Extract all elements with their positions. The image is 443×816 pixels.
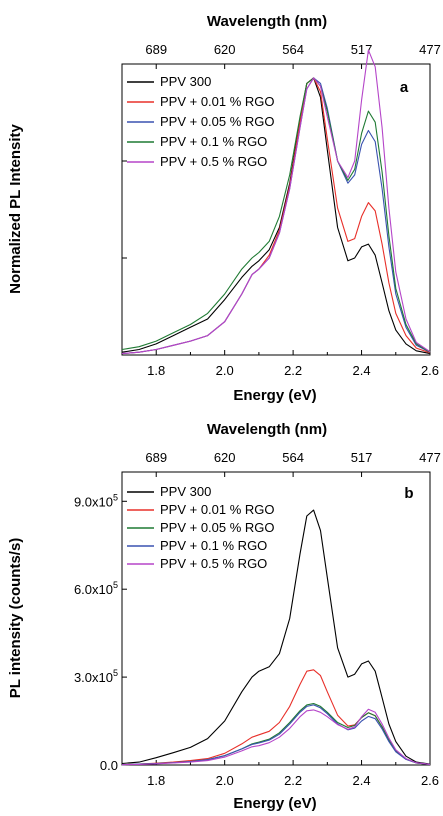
panel-a-x-tick-label: 2.6	[421, 363, 439, 378]
panel-b-series-line-1	[121, 509, 431, 765]
panel-a-x-tick-label: 1.8	[147, 363, 165, 378]
panel-b-series-lines	[121, 509, 431, 766]
panel-a-legend-label: PPV + 0.01 % RGO	[160, 94, 275, 109]
panel-a-x-tick-label: 2.2	[284, 363, 302, 378]
panel-b-y-tick-labels: 0.0 3.0x105 6.0x105 9.0x105	[74, 492, 118, 773]
panel-b-series-line-3	[121, 702, 431, 766]
panel-b-x-tick-label: 2.0	[216, 773, 234, 788]
panel-b-top-tick-label: 477	[419, 450, 441, 465]
panel-a-top-axis-label: Wavelength (nm)	[207, 13, 327, 30]
panel-a-label: a	[400, 79, 409, 96]
panel-b-top-tick-label: 689	[145, 450, 167, 465]
panel-b-legend-label: PPV + 0.1 % RGO	[160, 538, 267, 553]
panel-b-top-tick-label: 620	[214, 450, 236, 465]
panel-b-plot-frame	[121, 471, 431, 766]
panel-b-legend-label: PPV + 0.01 % RGO	[160, 502, 275, 517]
panel-b-legend-label: PPV 300	[160, 484, 211, 499]
panel-b-top-tick-label: 517	[351, 450, 373, 465]
panel-b-y-tick-label: 9.0x105	[74, 492, 118, 509]
panel-a-top-tick-label: 517	[351, 42, 373, 57]
panel-b-y-tick-label: 3.0x105	[74, 668, 118, 685]
panel-a-top-tick-label: 620	[214, 42, 236, 57]
panel-a-top-tick-labels: 689 620 564 517 477	[145, 42, 440, 57]
panel-a-legend-label: PPV + 0.05 % RGO	[160, 114, 275, 129]
panel-a: Wavelength (nm) 689 620 564 517 477 PPV 300P…	[7, 13, 441, 404]
panel-a-x-axis-label: Energy (eV)	[233, 387, 316, 404]
panel-a-series-line-5	[121, 49, 431, 355]
panel-b-label: b	[404, 485, 413, 502]
panel-b-series-line-4	[121, 704, 431, 766]
panel-a-x-tick-labels: 1.8 2.0 2.2 2.4 2.6	[147, 363, 439, 378]
panel-b-x-tick-label: 2.6	[421, 773, 439, 788]
panel-a-legend: PPV 300 PPV + 0.01 % RGO PPV + 0.05 % RGO P…	[127, 74, 275, 169]
panel-b-x-axis-label: Energy (eV)	[233, 795, 316, 812]
panel-b-x-tick-label: 2.2	[284, 773, 302, 788]
panel-b-x-tick-label: 2.4	[353, 773, 371, 788]
panel-a-series-lines	[121, 49, 431, 355]
panel-b-top-tick-label: 564	[282, 450, 304, 465]
panel-a-ticks	[122, 64, 431, 355]
panel-b-top-axis-label: Wavelength (nm)	[207, 421, 327, 438]
panel-a-series-line-4	[121, 77, 431, 353]
panel-a-legend-label: PPV + 0.5 % RGO	[160, 154, 267, 169]
panel-b-top-tick-labels: 689 620 564 517 477	[145, 450, 440, 465]
panel-b-y-tick-label: 6.0x105	[74, 580, 118, 597]
panel-a-legend-label: PPV + 0.1 % RGO	[160, 134, 267, 149]
panel-a-y-axis-label: Normalized PL Intensity	[7, 123, 24, 293]
panel-b-y-tick-label: 0.0	[100, 758, 118, 773]
panel-b-legend-label: PPV + 0.05 % RGO	[160, 520, 275, 535]
panel-b-x-tick-labels: 1.8 2.0 2.2 2.4 2.6	[147, 773, 439, 788]
panel-a-top-tick-label: 689	[145, 42, 167, 57]
panel-b-legend: PPV 300 PPV + 0.01 % RGO PPV + 0.05 % RGO P…	[127, 484, 275, 571]
panel-b-series-line-5	[121, 708, 431, 766]
panel-b-legend-label: PPV + 0.5 % RGO	[160, 556, 267, 571]
panel-a-legend-label: PPV 300	[160, 74, 211, 89]
panel-a-x-tick-label: 2.4	[353, 363, 371, 378]
panel-b: Wavelength (nm) 689 620 564 517 477 PPV 300P…	[7, 421, 441, 812]
panel-b-x-tick-label: 1.8	[147, 773, 165, 788]
panel-a-plot-frame	[121, 63, 431, 356]
panel-b-series-line-2	[121, 669, 431, 766]
panel-a-x-tick-label: 2.0	[216, 363, 234, 378]
panel-a-top-tick-label: 564	[282, 42, 304, 57]
panel-a-top-tick-label: 477	[419, 42, 441, 57]
panel-b-y-axis-label: PL intensity (counts/s)	[7, 538, 24, 699]
